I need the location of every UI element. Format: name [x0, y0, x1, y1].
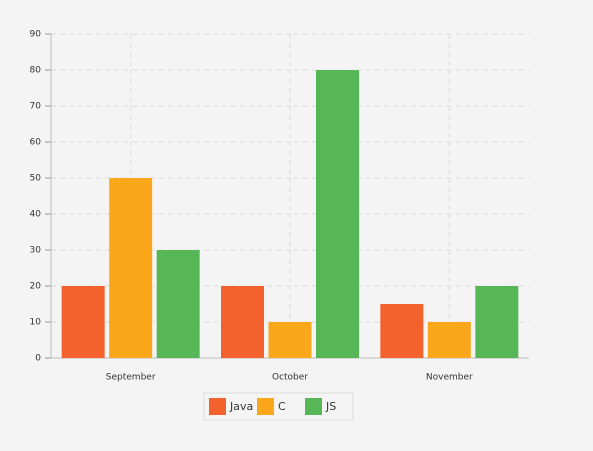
- y-tick-label: 50: [30, 174, 42, 184]
- y-tick-label: 90: [30, 30, 42, 40]
- legend-box: [203, 392, 354, 421]
- y-tick-label: 30: [30, 246, 42, 256]
- legend-label: C: [278, 400, 286, 413]
- y-tick-label: 80: [30, 66, 42, 76]
- bar: [221, 286, 264, 358]
- y-tick-label: 60: [30, 138, 42, 148]
- legend-swatch: [305, 398, 322, 415]
- y-tick-label: 70: [30, 102, 42, 112]
- bar: [61, 286, 105, 358]
- bar: [380, 304, 424, 358]
- bar: [427, 322, 471, 358]
- x-tick-label: September: [106, 373, 156, 383]
- legend-label: Java: [229, 400, 253, 413]
- bar: [268, 322, 312, 358]
- x-tick-label: October: [272, 373, 308, 383]
- bar: [475, 286, 519, 358]
- bar: [156, 250, 200, 358]
- x-tick-label: November: [426, 373, 473, 383]
- y-tick-label: 40: [30, 210, 42, 220]
- bar: [316, 70, 359, 358]
- y-tick-label: 0: [35, 354, 41, 364]
- legend-swatch: [257, 398, 274, 415]
- bar: [109, 178, 153, 358]
- legend-swatch: [209, 398, 226, 415]
- y-tick-label: 10: [30, 318, 42, 328]
- y-tick-label: 20: [30, 282, 42, 292]
- legend-label: JS: [325, 400, 336, 413]
